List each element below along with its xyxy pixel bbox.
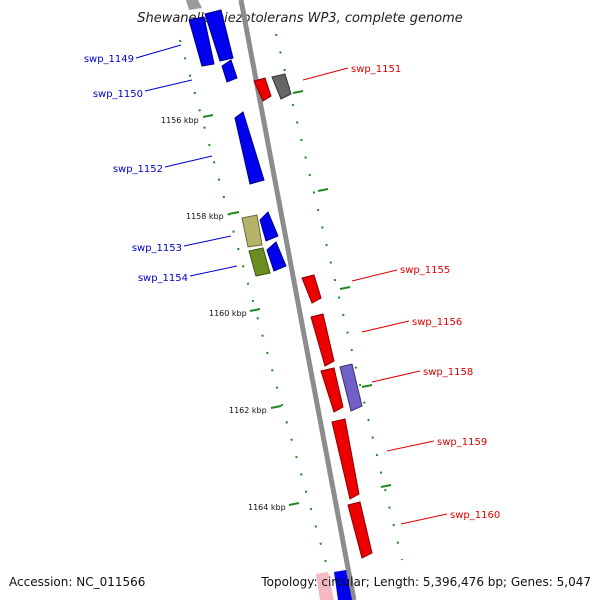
topology-text: Topology: circular; Length: 5,396,476 bp… xyxy=(260,575,591,589)
scale-label-1162: 1162 kbp xyxy=(229,406,267,415)
gene-swp-1154b[interactable] xyxy=(266,241,287,272)
reverse-gene-callouts: swp_1151 swp_1155 swp_1156 swp_1158 swp_… xyxy=(302,64,500,525)
scale-tick-reverse-1 xyxy=(292,90,304,94)
gene-label-swp-1158[interactable]: swp_1158 xyxy=(423,367,473,378)
callout-line-swp-1150 xyxy=(144,79,193,92)
gene-swp-1150[interactable] xyxy=(221,59,238,83)
gene-swp-1157[interactable] xyxy=(320,367,344,413)
scale-ticks xyxy=(202,90,392,506)
scale-label-1156: 1156 kbp xyxy=(161,116,199,125)
callout-line-swp-1160 xyxy=(400,513,448,525)
forward-strand-genes xyxy=(186,0,352,600)
scale-tick-1156 xyxy=(202,114,214,118)
gene-label-swp-1150[interactable]: swp_1150 xyxy=(93,89,143,100)
genome-backbone xyxy=(238,0,357,600)
callout-line-swp-1156 xyxy=(361,320,410,333)
callout-line-swp-1159 xyxy=(386,440,435,452)
gene-swp-1151[interactable] xyxy=(253,77,272,102)
gene-swp-1171[interactable] xyxy=(334,570,352,600)
callout-line-swp-1158 xyxy=(371,370,421,383)
callout-line-swp-1151 xyxy=(302,67,349,81)
gene-label-swp-1152[interactable]: swp_1152 xyxy=(113,164,163,175)
scale-label-1158: 1158 kbp xyxy=(186,212,224,221)
gene-label-swp-1151[interactable]: swp_1151 xyxy=(351,64,401,75)
gene-swp-1149[interactable] xyxy=(188,16,215,67)
scale-tick-1162 xyxy=(270,405,282,409)
scale-tick-1158 xyxy=(228,211,240,215)
scale-labels: 1156 kbp 1158 kbp 1160 kbp 1162 kbp 1164… xyxy=(161,116,286,512)
scale-tick-reverse-3 xyxy=(339,286,351,290)
callout-line-swp-1154 xyxy=(189,265,238,277)
scale-label-1164: 1164 kbp xyxy=(248,503,286,512)
gene-label-swp-1153[interactable]: swp_1153 xyxy=(132,243,182,254)
callout-line-swp-1149 xyxy=(135,44,182,59)
gene-swp-1152[interactable] xyxy=(234,111,265,185)
gene-swp-1155[interactable] xyxy=(301,274,322,304)
gene-swp-1158[interactable] xyxy=(339,363,363,412)
reverse-guide-line xyxy=(275,33,403,561)
gene-label-swp-1149[interactable]: swp_1149 xyxy=(84,54,134,65)
gene-label-swp-1155[interactable]: swp_1155 xyxy=(400,265,450,276)
gene-swp-1160[interactable] xyxy=(347,501,373,559)
gene-swp-1149b[interactable] xyxy=(204,9,234,62)
scale-label-1160: 1160 kbp xyxy=(209,309,247,318)
gene-label-swp-1159[interactable]: swp_1159 xyxy=(437,437,487,448)
scale-tick-reverse-4 xyxy=(361,384,373,388)
forward-guide-line xyxy=(179,39,329,571)
forward-gene-callouts: swp_1149 swp_1150 swp_1152 swp_1153 swp_… xyxy=(84,44,238,284)
reverse-strand-genes xyxy=(253,73,373,559)
gene-swp-1153b[interactable] xyxy=(259,211,279,242)
gene-swp-1154[interactable] xyxy=(248,247,271,277)
callout-line-swp-1153 xyxy=(183,235,232,247)
scale-tick-reverse-5 xyxy=(380,484,392,488)
scale-tick-reverse-2 xyxy=(317,188,329,192)
gene-label-swp-1156[interactable]: swp_1156 xyxy=(412,317,462,328)
callout-line-swp-1152 xyxy=(164,155,213,168)
gene-label-swp-1154[interactable]: swp_1154 xyxy=(138,273,188,284)
gene-swp-1170[interactable] xyxy=(316,572,334,600)
gene-swp-1151b[interactable] xyxy=(271,73,292,100)
gene-swp-1153[interactable] xyxy=(241,214,263,248)
scale-tick-1164 xyxy=(288,502,300,506)
gene-swp-1159[interactable] xyxy=(331,418,360,500)
accession-text: Accession: NC_011566 xyxy=(9,575,145,589)
gene-swp-1156[interactable] xyxy=(310,313,335,367)
genome-title: Shewanella piezotolerans WP3, complete g… xyxy=(137,11,463,26)
gene-label-swp-1160[interactable]: swp_1160 xyxy=(450,510,500,521)
dotted-guide-tracks xyxy=(179,33,403,571)
scale-tick-1160 xyxy=(249,308,261,312)
callout-line-swp-1155 xyxy=(351,269,398,282)
gene-swp-1148[interactable] xyxy=(186,0,202,10)
